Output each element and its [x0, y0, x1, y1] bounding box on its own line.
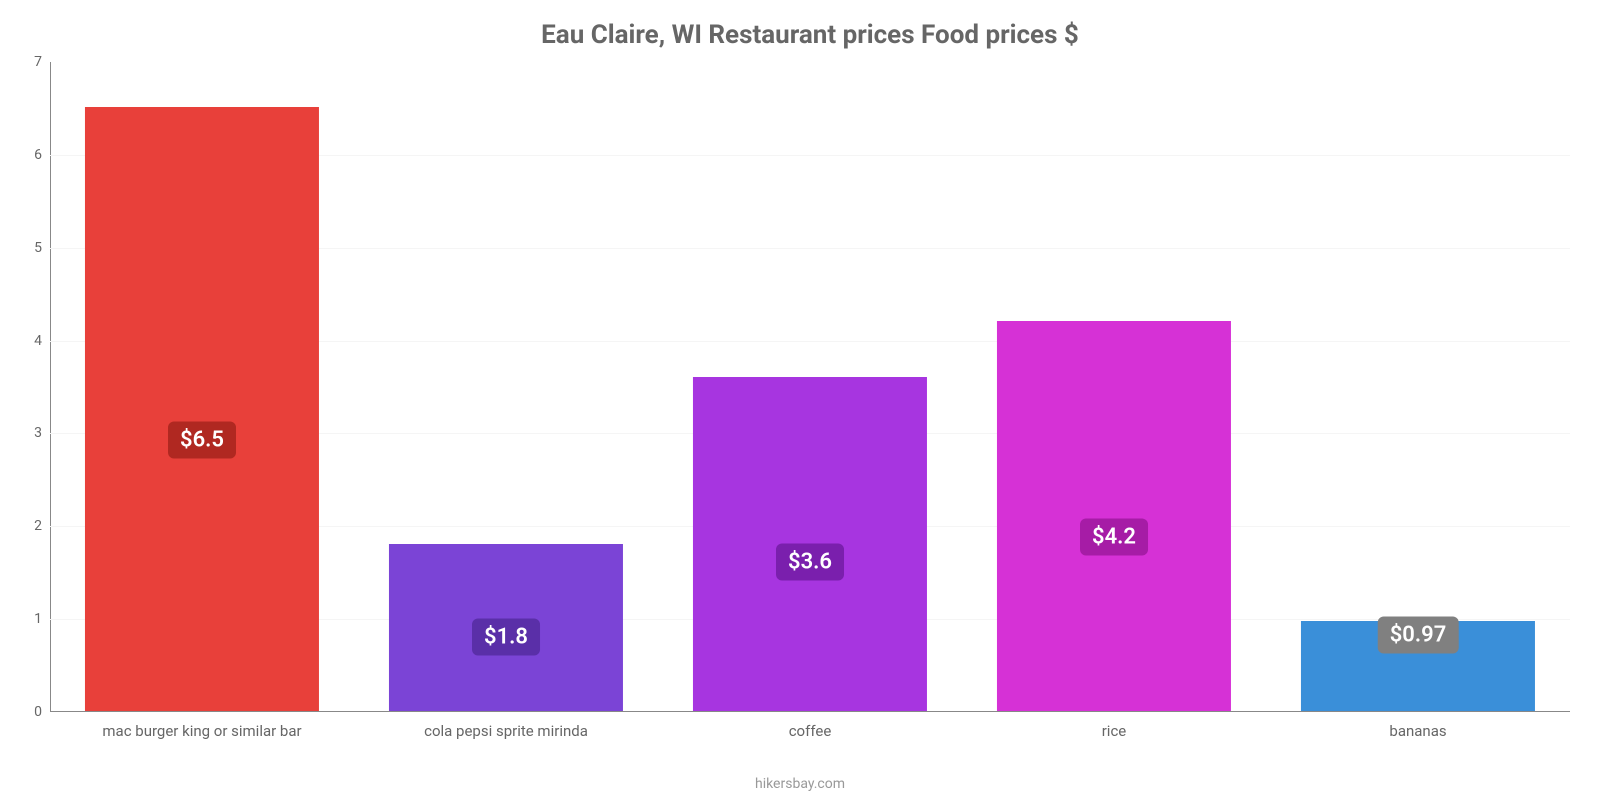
y-tick-label: 7 [34, 54, 42, 70]
bar-slot: $4.2rice [962, 62, 1266, 712]
value-badge: $0.97 [1378, 617, 1459, 654]
value-badge: $6.5 [168, 422, 236, 459]
bar [997, 321, 1231, 711]
y-tick-label: 1 [34, 611, 42, 627]
y-tick-label: 5 [34, 240, 42, 256]
value-badge: $3.6 [776, 543, 844, 580]
y-tick-label: 2 [34, 518, 42, 534]
bar-slot: $3.6coffee [658, 62, 962, 712]
footer-attribution: hikersbay.com [0, 776, 1600, 792]
chart-title: Eau Claire, WI Restaurant prices Food pr… [50, 20, 1570, 50]
y-axis: 01234567 [20, 62, 50, 712]
chart-container: Eau Claire, WI Restaurant prices Food pr… [0, 0, 1600, 800]
x-tick-label: rice [962, 722, 1266, 740]
y-tick-label: 6 [34, 147, 42, 163]
bars-layer: $6.5mac burger king or similar bar$1.8co… [50, 62, 1570, 712]
bar-slot: $0.97bananas [1266, 62, 1570, 712]
y-tick-label: 3 [34, 425, 42, 441]
bar [85, 107, 319, 711]
bar-slot: $1.8cola pepsi sprite mirinda [354, 62, 658, 712]
bar-slot: $6.5mac burger king or similar bar [50, 62, 354, 712]
x-tick-label: coffee [658, 722, 962, 740]
x-tick-label: cola pepsi sprite mirinda [354, 722, 658, 740]
y-tick-label: 4 [34, 333, 42, 349]
value-badge: $1.8 [472, 618, 540, 655]
value-badge: $4.2 [1080, 518, 1148, 555]
x-tick-label: bananas [1266, 722, 1570, 740]
x-tick-label: mac burger king or similar bar [50, 722, 354, 740]
y-tick-label: 0 [34, 704, 42, 720]
plot-area: 01234567 $6.5mac burger king or similar … [50, 62, 1570, 712]
